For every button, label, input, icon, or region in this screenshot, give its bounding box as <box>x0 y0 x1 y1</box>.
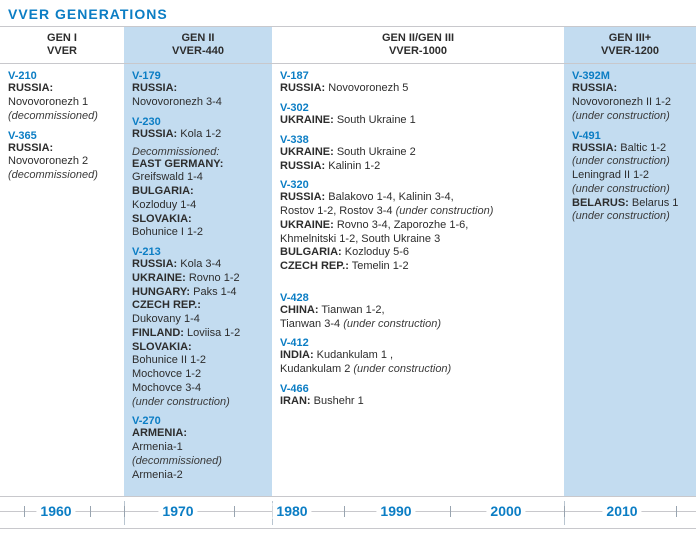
col-gen23: V-187 RUSSIA: Novovoronezh 5 V-302 UKRAI… <box>272 64 564 496</box>
vver-table: VVER GENERATIONS GEN I VVER GEN II VVER-… <box>0 0 696 529</box>
header-gen2: GEN II VVER-440 <box>124 27 272 63</box>
timeline-year: 2000 <box>486 503 525 519</box>
timeline: 1960 1970 1980 1990 2000 2010 <box>0 497 696 529</box>
timeline-tick <box>124 506 125 517</box>
body: V-210 RUSSIA: Novovoronezh 1 (decommissi… <box>0 64 696 497</box>
model: V-365 <box>8 130 118 142</box>
timeline-tick <box>90 506 91 517</box>
model: V-412 <box>280 337 558 349</box>
model: V-230 <box>132 116 266 128</box>
model: V-428 <box>280 292 558 304</box>
model: V-270 <box>132 415 266 427</box>
col-gen2: V-179 RUSSIA: Novovoronezh 3-4 V-230 RUS… <box>124 64 272 496</box>
timeline-tick <box>450 506 451 517</box>
timeline-axis <box>0 511 696 512</box>
timeline-year: 1980 <box>272 503 311 519</box>
column-headers: GEN I VVER GEN II VVER-440 GEN II/GEN II… <box>0 27 696 64</box>
timeline-year: 1990 <box>376 503 415 519</box>
model: V-320 <box>280 179 558 191</box>
header-gen3p: GEN III+ VVER-1200 <box>564 27 696 63</box>
model: V-491 <box>572 130 690 142</box>
timeline-year: 1960 <box>36 503 75 519</box>
header-gen23: GEN II/GEN III VVER-1000 <box>272 27 564 63</box>
model: V-179 <box>132 70 266 82</box>
model: V-302 <box>280 102 558 114</box>
header-gen1: GEN I VVER <box>0 27 124 63</box>
col-gen1: V-210 RUSSIA: Novovoronezh 1 (decommissi… <box>0 64 124 496</box>
title: VVER GENERATIONS <box>0 0 696 27</box>
timeline-tick <box>344 506 345 517</box>
model: V-466 <box>280 383 558 395</box>
model: V-338 <box>280 134 558 146</box>
timeline-tick <box>564 506 565 517</box>
model: V-213 <box>132 246 266 258</box>
timeline-tick <box>676 506 677 517</box>
model: V-210 <box>8 70 118 82</box>
model: V-392M <box>572 70 690 82</box>
col-gen3p: V-392M RUSSIA: Novovoronezh II 1-2 (unde… <box>564 64 696 496</box>
timeline-year: 1970 <box>158 503 197 519</box>
timeline-tick <box>234 506 235 517</box>
model: V-187 <box>280 70 558 82</box>
timeline-tick <box>24 506 25 517</box>
timeline-year: 2010 <box>602 503 641 519</box>
